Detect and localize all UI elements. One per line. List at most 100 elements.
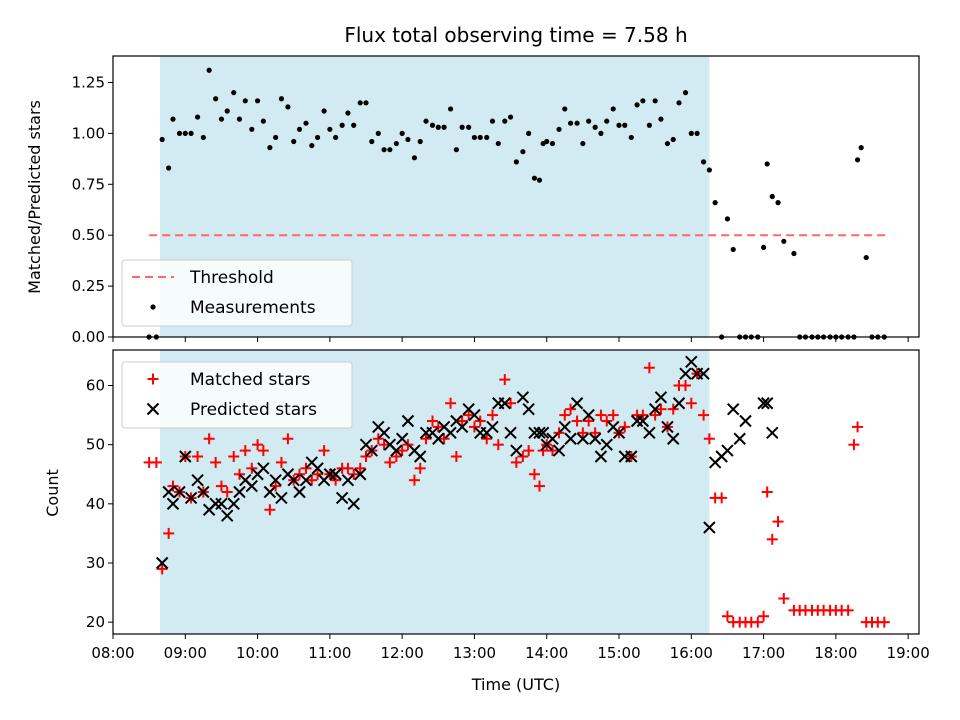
predicted-point-b [329, 468, 342, 481]
matched-point [354, 462, 366, 474]
matched-point [761, 486, 773, 498]
predicted-point [654, 391, 668, 404]
matched-point [384, 456, 396, 468]
legend-predicted-swatch [146, 402, 160, 416]
measurement-point [652, 98, 658, 104]
predicted-point [329, 468, 342, 481]
predicted-point [432, 432, 445, 445]
matched-point [716, 492, 728, 504]
matched-point [499, 374, 511, 386]
predicted-point-b [612, 426, 626, 440]
predicted-point-b [625, 450, 638, 463]
matched-point [163, 527, 175, 539]
predicted-point-b [570, 397, 584, 410]
predicted-point [414, 450, 427, 463]
measurement-point [423, 118, 429, 124]
matched-point [275, 456, 287, 468]
bottom-xtick-label: 09:00 [164, 644, 207, 662]
predicted-point-b [552, 444, 566, 457]
measurement-point [166, 165, 172, 171]
matched-point [547, 445, 559, 457]
count-series [143, 355, 890, 628]
legend-cross-marker-b [146, 402, 160, 416]
top-y-axis-label: Matched/Predicted stars [25, 100, 44, 294]
predicted-point [155, 556, 169, 570]
matched-point [348, 468, 360, 480]
matched-point [463, 409, 475, 421]
predicted-point [760, 397, 774, 410]
predicted-point-b [766, 426, 779, 440]
predicted-point [643, 426, 656, 440]
bottom-ytick-label: 40 [86, 495, 105, 513]
top-ytick-label: 0.50 [72, 226, 105, 244]
measurement-point [417, 138, 423, 145]
matched-point [848, 439, 860, 451]
measurement-point [556, 126, 562, 132]
predicted-point-b [757, 397, 770, 410]
matched-point [772, 516, 784, 528]
predicted-point-b [239, 473, 252, 487]
measurement-point [447, 106, 454, 112]
predicted-point [533, 426, 546, 440]
predicted-point [757, 397, 770, 410]
measurement-point [182, 130, 188, 136]
measurement-point [363, 100, 369, 106]
measurement-point [598, 130, 604, 136]
predicted-point [233, 485, 246, 499]
predicted-point [582, 408, 595, 422]
matched-point [637, 409, 649, 421]
chart-title: Flux total observing time = 7.58 h [344, 23, 687, 47]
matched-point [215, 480, 227, 492]
matched-point [192, 451, 204, 462]
matched-point [842, 604, 854, 616]
bottom-ytick-label: 20 [86, 613, 105, 631]
measurement-point [339, 122, 345, 128]
predicted-point [401, 414, 415, 428]
measurement-point [567, 120, 574, 126]
top-ytick-label: 0.25 [72, 277, 105, 295]
measurement-point [706, 167, 712, 173]
predicted-point-b [293, 485, 306, 499]
predicted-point [347, 497, 360, 511]
predicted-point [504, 426, 517, 440]
predicted-point-b [191, 473, 204, 487]
measurement-point [236, 116, 243, 122]
predicted-point-b [462, 402, 475, 416]
bottom-panel: 20 30 40 50 60 08:00 09:00 10:00 11:00 12:00 13:0… [43, 349, 930, 694]
measurement-point [224, 108, 230, 114]
predicted-point [486, 420, 499, 434]
predicted-point-b [227, 497, 240, 511]
predicted-point [600, 438, 613, 451]
predicted-point-b [564, 432, 577, 445]
bottom-plot-frame [112, 349, 920, 635]
predicted-point [498, 397, 512, 410]
bottom-xtick-label: 15:00 [597, 644, 640, 662]
matched-point [523, 445, 535, 457]
legend-threshold-label: Threshold [189, 268, 274, 288]
predicted-point-b [444, 426, 457, 440]
bottom-y-axis-label: Count [43, 469, 62, 517]
top-legend: Threshold Measurements [121, 259, 353, 327]
predicted-point [739, 414, 752, 428]
predicted-point [685, 355, 698, 369]
predicted-point-b [432, 432, 445, 445]
predicted-point-b [209, 497, 222, 511]
predicted-point [191, 473, 204, 487]
measurement-point [670, 136, 676, 143]
matched-point [246, 462, 258, 474]
measurement-point [375, 130, 381, 136]
measurement-point [309, 142, 315, 149]
matched-point [577, 427, 589, 439]
measurement-point [616, 122, 622, 128]
matched-point [300, 462, 312, 474]
predicted-point [179, 450, 192, 463]
predicted-point [546, 432, 559, 445]
predicted-point [245, 479, 258, 493]
matched-point [752, 616, 764, 628]
measurement-point [791, 250, 797, 257]
measurement-point [628, 134, 634, 141]
predicted-point-b [395, 432, 409, 445]
measurement-point [858, 145, 864, 151]
predicted-point-b [408, 444, 421, 457]
